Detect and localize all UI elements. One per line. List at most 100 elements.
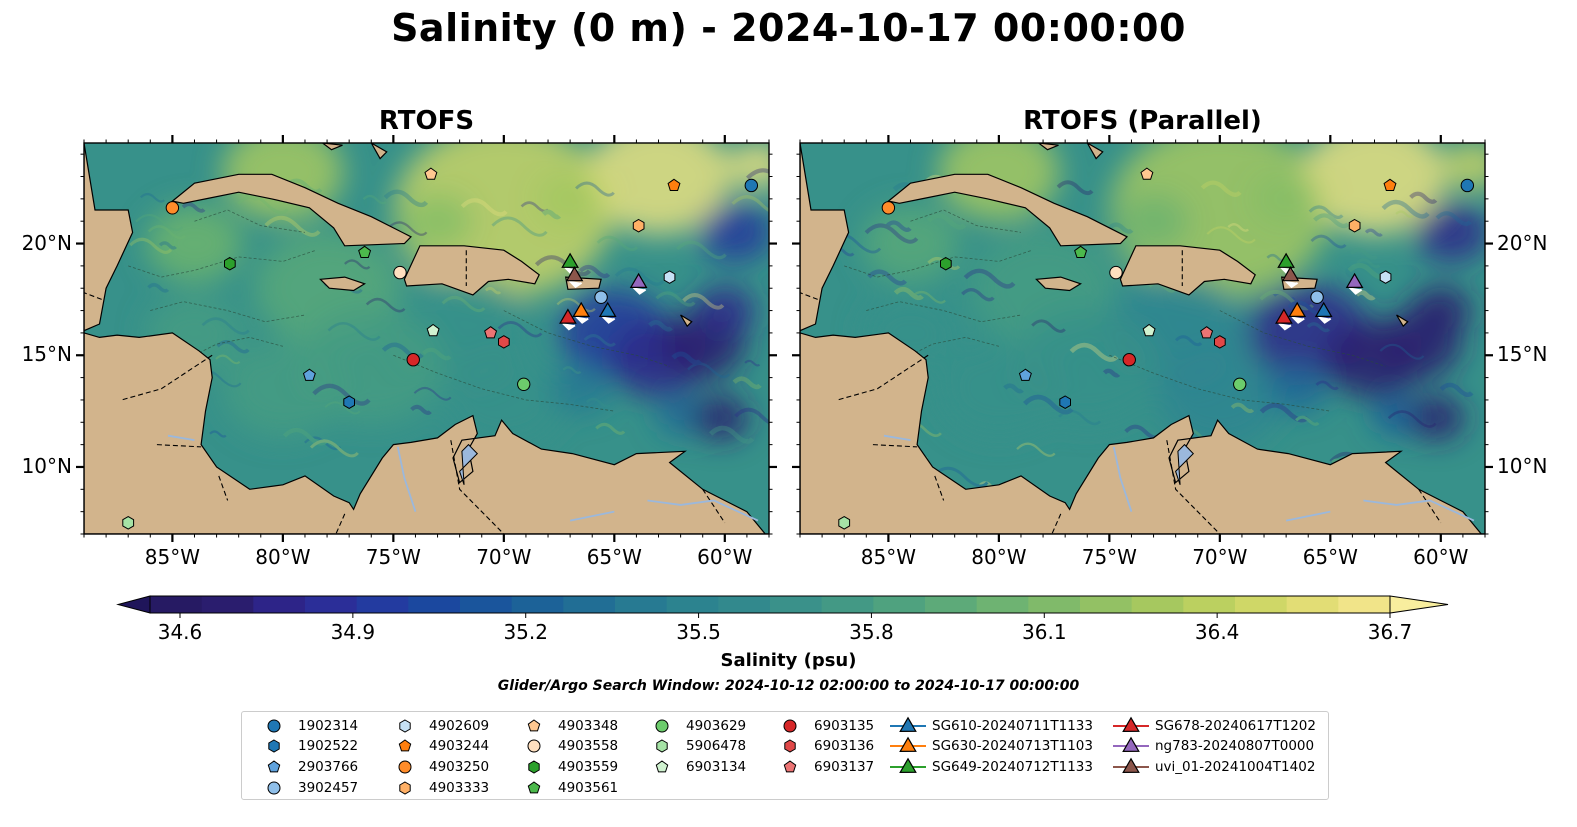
land-bahamas2 xyxy=(1086,143,1104,160)
legend-label: 6903134 xyxy=(686,759,747,775)
argo-marker-3902457 xyxy=(594,290,608,304)
colorbar-segment xyxy=(201,596,254,613)
argo-marker-2903766 xyxy=(302,368,316,381)
land-lantern xyxy=(1396,314,1409,328)
argo-marker-6903136 xyxy=(498,335,510,349)
colorbar-segment xyxy=(460,596,513,613)
hexagon-marker-icon xyxy=(268,739,280,753)
glider-marker-SG610-20240711T1133 xyxy=(598,301,617,317)
argo-marker-1902522 xyxy=(343,395,355,409)
legend-label: 6903136 xyxy=(814,738,875,754)
salinity-colorbar: 34.6 34.9 35.2 35.5 35.8 36.1 36.4 36.7 xyxy=(116,595,1449,644)
lon-tick-label: 85°W xyxy=(860,545,916,569)
argo-marker-4903558 xyxy=(393,265,407,280)
colorbar-segment xyxy=(1131,596,1184,613)
salinity-field xyxy=(835,143,1485,505)
map-panel-rtofs xyxy=(76,135,777,542)
colorbar-segment xyxy=(976,596,1029,613)
colorbar-segment xyxy=(1028,596,1081,613)
map-panel-rtofs-parallel xyxy=(792,135,1493,542)
argo-marker-6903136 xyxy=(1214,335,1226,349)
legend-label: 4903244 xyxy=(429,738,490,754)
circle-marker-icon xyxy=(783,719,797,733)
triangle-marker-icon xyxy=(890,757,926,774)
glider-marker-SG649-20240712T1133 xyxy=(1277,252,1295,268)
circle-marker-icon xyxy=(267,719,281,733)
argo-marker-4903244 xyxy=(1383,178,1397,191)
glider-marker-uvi_01-20241004T1402 xyxy=(565,265,584,282)
triangle-marker-icon xyxy=(1113,736,1149,753)
glider-marker-SG630-20240713T1103 xyxy=(572,301,591,317)
lat-tick-label-left: 15°N xyxy=(21,342,72,367)
legend-label: ng783-20240807T0000 xyxy=(1155,738,1315,754)
lat-tick-label-right: 15°N xyxy=(1497,342,1548,367)
panel-title-rtofs-parallel: RTOFS (Parallel) xyxy=(1023,106,1262,136)
lon-tick-label: 70°W xyxy=(476,545,532,569)
argo-marker-5906478 xyxy=(838,516,851,530)
colorbar-tick-label: 35.5 xyxy=(676,620,721,644)
legend-label: 4903629 xyxy=(686,718,747,734)
argo-marker-4903561 xyxy=(1074,245,1088,258)
land-bahamas1 xyxy=(321,143,343,151)
hexagon-marker-icon xyxy=(528,760,540,774)
circle-marker-icon xyxy=(398,760,412,774)
legend-label: uvi_01-20241004T1402 xyxy=(1155,759,1316,775)
colorbar-segment xyxy=(150,596,203,613)
colorbar-segment xyxy=(1286,596,1339,613)
glider-marker-SG649-20240712T1133 xyxy=(561,252,579,268)
map-frame xyxy=(83,142,770,535)
hexagon-marker-icon xyxy=(399,781,411,795)
depth-contours xyxy=(844,209,1386,412)
circle-marker-icon xyxy=(655,719,669,733)
argo-marker-1902522 xyxy=(1059,395,1071,409)
lake-maracaibo xyxy=(459,443,479,485)
argo-marker-5906478 xyxy=(122,516,135,530)
lon-tick-label: 80°W xyxy=(255,545,311,569)
pentagon-marker-icon xyxy=(527,781,541,794)
axis-ticks xyxy=(792,135,1493,542)
pentagon-marker-icon xyxy=(267,760,281,773)
legend-label: 2903766 xyxy=(298,759,359,775)
colorbar-tick-label: 36.7 xyxy=(1368,620,1413,644)
lon-tick-label: 75°W xyxy=(1081,545,1137,569)
lat-tick-label-left: 10°N xyxy=(21,453,72,478)
lon-tick-label: 65°W xyxy=(586,545,642,569)
triangle-marker-icon xyxy=(1113,757,1149,774)
pentagon-marker-icon xyxy=(527,719,541,732)
argo-marker-4903559 xyxy=(224,256,236,271)
colorbar-segment xyxy=(1080,596,1133,613)
float-markers xyxy=(122,167,759,530)
legend-label: 6903135 xyxy=(814,718,875,734)
colorbar-segment xyxy=(925,596,978,613)
land-jamaica xyxy=(1035,276,1083,292)
land-hispaniola xyxy=(1119,245,1256,296)
colorbar-extend-low xyxy=(116,595,151,614)
argo-marker-4903629 xyxy=(1233,377,1247,392)
argo-marker-4903250 xyxy=(881,201,896,215)
argo-marker-4903348 xyxy=(1140,167,1154,180)
hexagon-marker-icon xyxy=(784,739,796,753)
lon-tick-label: 75°W xyxy=(365,545,421,569)
legend-label: 1902522 xyxy=(298,738,359,754)
colorbar-segment xyxy=(615,596,668,613)
legend-label: 4903348 xyxy=(558,718,619,734)
land-masses xyxy=(84,143,769,534)
argo-marker-4903558 xyxy=(1109,265,1123,280)
argo-marker-4903250 xyxy=(165,201,180,215)
legend-label: SG610-20240711T1133 xyxy=(932,718,1093,734)
glider-marker-SG630-20240713T1103 xyxy=(1288,301,1307,317)
colorbar-tick-label: 35.8 xyxy=(849,620,894,644)
colorbar-extend-high xyxy=(1389,595,1449,614)
panel-title-rtofs: RTOFS xyxy=(378,106,475,136)
lon-tick-label: 60°W xyxy=(697,545,753,569)
legend-label: 4903558 xyxy=(558,738,619,754)
land-bahamas2 xyxy=(370,143,388,160)
legend-label: 4903250 xyxy=(429,759,490,775)
argo-marker-2903766 xyxy=(1018,368,1032,381)
hexagon-marker-icon xyxy=(656,739,668,753)
argo-marker-4903348 xyxy=(424,167,438,180)
depth-contours xyxy=(128,209,670,412)
argo-marker-6903137 xyxy=(484,326,498,339)
lon-tick-label: 65°W xyxy=(1302,545,1358,569)
